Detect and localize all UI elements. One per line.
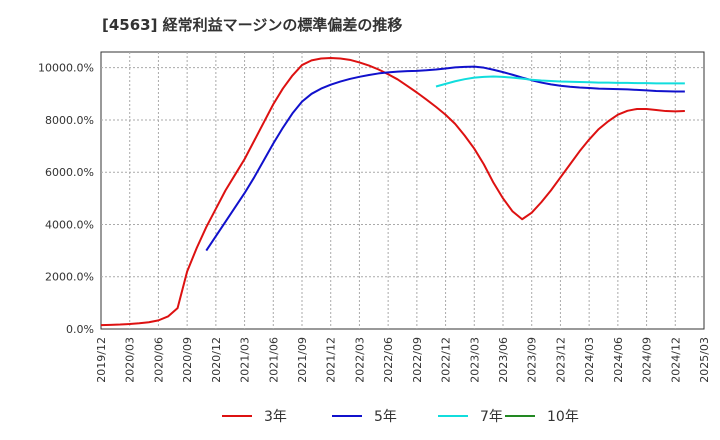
legend-label: 7年: [480, 409, 503, 425]
legend-label: 3年: [264, 409, 287, 425]
x-tick-label: 2024/06: [612, 337, 625, 383]
x-tick-label: 2021/12: [325, 337, 338, 383]
x-tick-label: 2023/06: [497, 337, 510, 383]
x-tick-label: 2020/12: [210, 337, 223, 383]
x-tick-label: 2021/03: [239, 337, 252, 383]
y-tick-label: 0.0%: [66, 323, 94, 336]
x-tick-label: 2022/06: [382, 337, 395, 383]
series-layer: [100, 57, 685, 327]
x-tick-label: 2025/03: [698, 337, 711, 383]
y-tick-label: 10000.0%: [38, 62, 94, 75]
x-tick-label: 2024/03: [583, 337, 596, 383]
series-line: [205, 65, 685, 252]
x-tick-label: 2022/09: [411, 337, 424, 383]
x-tick-label: 2023/09: [526, 337, 539, 383]
y-tick-label: 6000.0%: [45, 166, 94, 179]
y-tick-label: 2000.0%: [45, 271, 94, 284]
x-tick-label: 2022/12: [440, 337, 453, 383]
legend: 3年 5年 7年 10年: [222, 409, 579, 425]
x-tick-label: 2023/03: [468, 337, 481, 383]
y-tick-label: 4000.0%: [45, 218, 94, 231]
series-line: [435, 75, 685, 88]
x-tick-label: 2024/12: [669, 337, 682, 383]
series-line: [100, 57, 685, 327]
plot-frame: [100, 51, 705, 330]
x-tick-label: 2023/12: [554, 337, 567, 383]
x-tick-label: 2022/03: [353, 337, 366, 383]
x-tick-label: 2021/06: [267, 337, 280, 383]
x-tick-label: 2019/12: [95, 337, 108, 383]
x-tick-label: 2021/09: [296, 337, 309, 383]
legend-label: 5年: [374, 409, 397, 425]
x-tick-label: 2020/09: [181, 337, 194, 383]
axis-layer: 2019/12 2020/03 2020/06 2020/09 2020/12 2021/…: [38, 62, 711, 383]
y-tick-label: 8000.0%: [45, 114, 94, 127]
x-tick-label: 2020/06: [152, 337, 165, 383]
x-tick-label: 2020/03: [124, 337, 137, 383]
grid-layer: [100, 51, 705, 330]
chart-title: [4563] 経常利益マージンの標準偏差の推移: [102, 16, 403, 34]
legend-label: 10年: [547, 409, 579, 425]
x-tick-label: 2024/09: [641, 337, 654, 383]
